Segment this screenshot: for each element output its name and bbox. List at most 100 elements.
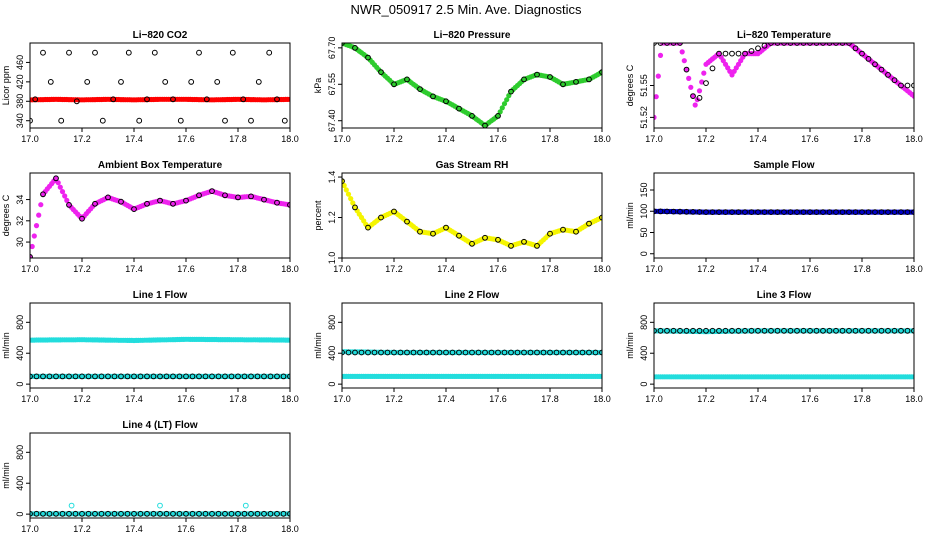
x-tick-label: 17.0 bbox=[333, 134, 351, 144]
data-point-avg bbox=[215, 510, 222, 517]
x-tick-label: 17.2 bbox=[73, 394, 91, 404]
data-point-avg bbox=[820, 43, 826, 46]
data-point-avg bbox=[98, 510, 105, 517]
data-point-avg bbox=[534, 349, 540, 356]
y-tick-label: 1.2 bbox=[327, 211, 337, 224]
data-point-avg bbox=[508, 243, 514, 249]
data-marks bbox=[342, 349, 602, 379]
data-point-avg bbox=[553, 349, 560, 356]
data-point-avg bbox=[73, 98, 80, 105]
data-point-avg bbox=[196, 510, 202, 517]
data-point-raw bbox=[699, 79, 705, 85]
data-point-avg bbox=[729, 327, 735, 334]
data-point-avg bbox=[157, 197, 163, 204]
data-point-avg bbox=[560, 81, 566, 88]
data-point-avg bbox=[540, 349, 547, 356]
data-point-raw bbox=[655, 73, 661, 79]
data-point-raw bbox=[348, 196, 354, 202]
data-point-avg bbox=[781, 43, 787, 46]
data-point-avg bbox=[891, 327, 898, 334]
data-point-raw bbox=[701, 70, 707, 76]
plot-frame bbox=[29, 42, 291, 129]
data-point-avg bbox=[482, 234, 488, 241]
panel-sampleflow: Sample Flow ml/min 17.0 17.2 17.4 17.6 17.8 18.… bbox=[625, 160, 923, 274]
data-point-avg bbox=[904, 327, 911, 334]
y-tick-label: 67.70 bbox=[327, 37, 337, 60]
x-tick-label: 18.0 bbox=[905, 394, 923, 404]
data-point-avg bbox=[40, 510, 46, 517]
data-point-spikes bbox=[242, 502, 249, 509]
data-point-avg bbox=[352, 45, 358, 51]
y-tick-label: 400 bbox=[15, 346, 25, 361]
data-point-avg bbox=[761, 209, 768, 216]
data-point-avg bbox=[670, 208, 677, 215]
data-point-avg bbox=[371, 349, 378, 356]
data-point-avg bbox=[404, 349, 410, 356]
data-point-avg bbox=[378, 69, 384, 75]
data-point-avg bbox=[53, 373, 59, 380]
data-point-avg bbox=[46, 510, 53, 517]
data-point-avg bbox=[53, 175, 59, 182]
data-point-avg bbox=[755, 45, 761, 52]
y-tick-label: 380 bbox=[15, 94, 25, 109]
y-tick-label: 1.4 bbox=[327, 171, 337, 184]
data-point-avg bbox=[742, 327, 748, 334]
x-tick-label: 17.2 bbox=[697, 134, 715, 144]
data-point-avg bbox=[196, 192, 202, 199]
plot-frame bbox=[341, 172, 603, 259]
data-point-raw bbox=[350, 200, 356, 206]
data-point-raw bbox=[64, 197, 70, 203]
data-point-avg bbox=[214, 79, 221, 85]
data-point-avg bbox=[677, 327, 683, 334]
data-point-avg bbox=[352, 204, 358, 211]
data-point-avg bbox=[716, 209, 722, 216]
data-point-avg bbox=[209, 188, 215, 195]
x-tick-label: 17.4 bbox=[125, 134, 143, 144]
data-point-raw bbox=[679, 49, 685, 55]
data-point-avg bbox=[846, 43, 852, 46]
data-point-avg bbox=[358, 349, 365, 356]
x-tick-label: 17.8 bbox=[541, 264, 559, 274]
data-point-avg bbox=[891, 209, 898, 216]
data-point-avg bbox=[852, 45, 859, 52]
data-point-avg bbox=[110, 96, 117, 103]
data-point-raw bbox=[495, 113, 501, 119]
y-tick-label: 150 bbox=[639, 182, 649, 197]
data-point-avg bbox=[92, 49, 98, 56]
data-point-avg bbox=[573, 349, 579, 356]
data-point-avg bbox=[560, 349, 566, 356]
panel-title: Line 2 Flow bbox=[445, 290, 500, 301]
data-point-avg bbox=[456, 105, 462, 112]
data-point-avg bbox=[761, 327, 768, 334]
data-point-raw bbox=[342, 182, 347, 189]
data-point-avg bbox=[430, 230, 436, 237]
x-tick-label: 17.0 bbox=[333, 264, 351, 274]
data-point-avg bbox=[222, 117, 228, 124]
data-point-spikes bbox=[68, 502, 75, 509]
data-point-avg bbox=[79, 215, 85, 222]
data-point-avg bbox=[690, 209, 696, 215]
panel-title: Li−820 Temperature bbox=[737, 30, 831, 41]
data-point-avg bbox=[99, 117, 106, 124]
data-point-avg bbox=[189, 373, 196, 380]
data-point-raw bbox=[345, 191, 352, 197]
y-tick-label: 800 bbox=[15, 445, 25, 460]
data-point-avg bbox=[274, 510, 280, 517]
data-point-avg bbox=[241, 373, 248, 380]
data-point-avg bbox=[852, 327, 859, 334]
data-point-avg bbox=[586, 220, 592, 227]
data-point-avg bbox=[774, 209, 781, 216]
data-point-avg bbox=[66, 510, 72, 517]
data-point-avg bbox=[144, 96, 150, 103]
data-point-avg bbox=[384, 349, 391, 356]
data-point-raw bbox=[690, 93, 696, 99]
data-point-avg bbox=[768, 43, 774, 46]
data-marks bbox=[654, 327, 914, 380]
panel-title: Line 4 (LT) Flow bbox=[122, 420, 198, 431]
x-tick-label: 17.6 bbox=[801, 394, 819, 404]
y-tick-label: 400 bbox=[15, 476, 25, 491]
data-point-avg bbox=[417, 349, 423, 356]
data-point-avg bbox=[391, 208, 397, 215]
y-tick-label: 51.55 bbox=[639, 74, 649, 97]
data-point-avg bbox=[365, 224, 371, 231]
